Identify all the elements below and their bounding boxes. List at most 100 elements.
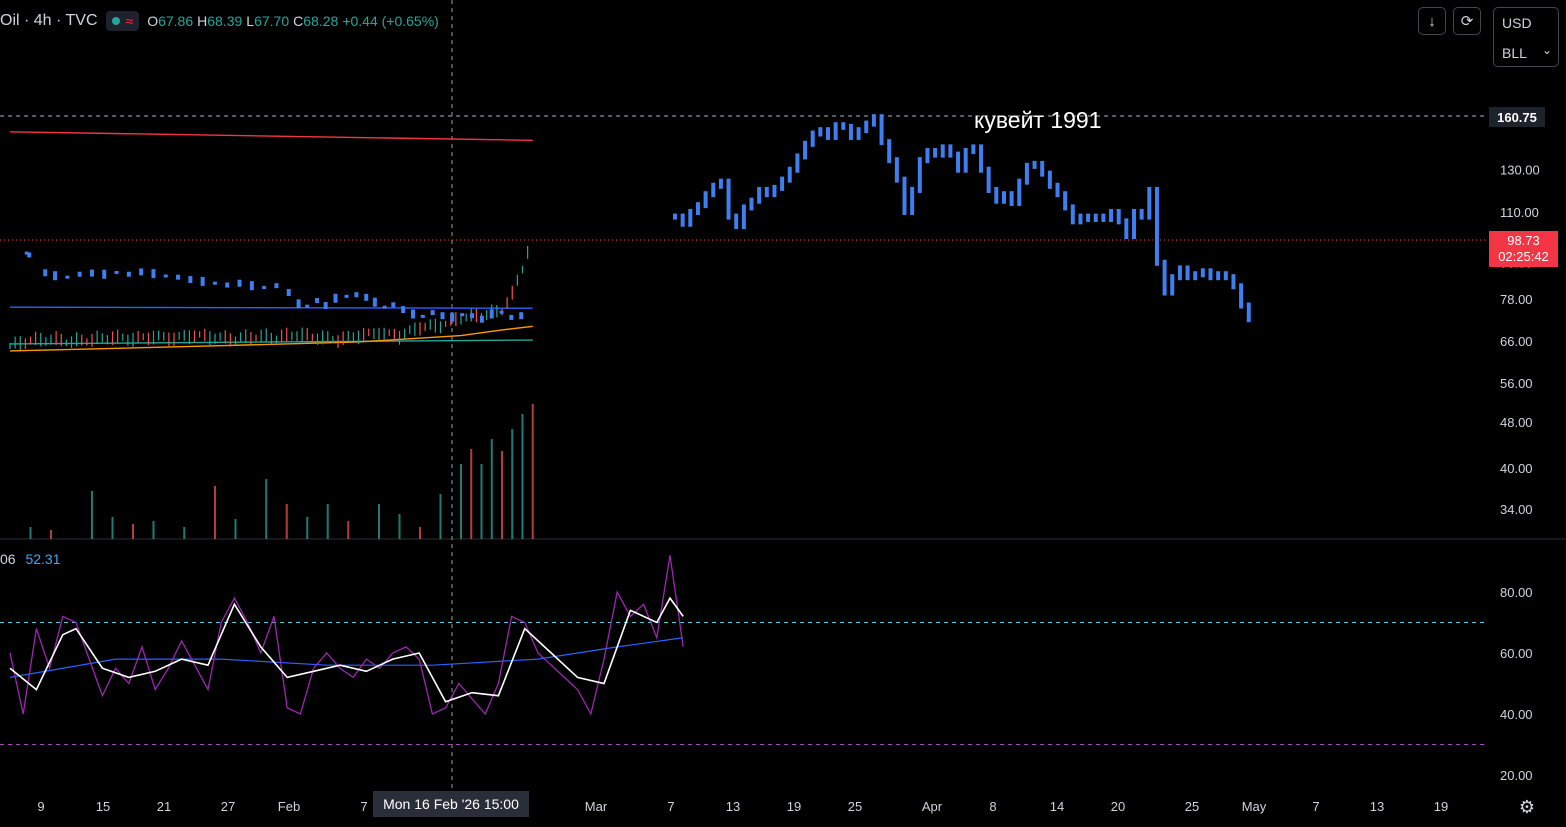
- overlay-bar: [519, 312, 524, 320]
- rsi-tick-label: 20.00: [1500, 768, 1533, 783]
- rsi-tick-label: 40.00: [1500, 707, 1533, 722]
- overlay-bar: [139, 268, 144, 276]
- projection-bars: [673, 114, 1251, 323]
- volume-bar: [347, 521, 350, 539]
- volume-bar: [29, 527, 32, 539]
- change-value: +0.44 (+0.65%): [342, 13, 439, 29]
- overlay-bar: [344, 294, 349, 298]
- projection-bar: [795, 153, 800, 173]
- projection-bar: [1040, 160, 1045, 177]
- projection-bar: [780, 176, 785, 191]
- projection-bar: [1001, 191, 1006, 204]
- time-tick-label: 9: [37, 799, 44, 814]
- rsi-line: [9, 555, 684, 716]
- projection-bar: [994, 186, 999, 204]
- overlay-bar: [354, 292, 359, 298]
- projection-bar: [1239, 283, 1244, 309]
- horizontal-line-price-tag: 160.75: [1489, 107, 1545, 127]
- time-tick-label: 14: [1050, 799, 1064, 814]
- projection-bar: [1093, 213, 1098, 222]
- overlay-bar: [315, 298, 320, 304]
- replay-button[interactable]: ⟳: [1453, 7, 1481, 35]
- high-label: H: [197, 13, 208, 29]
- projection-bar: [818, 127, 823, 137]
- time-tick-label: 19: [787, 799, 801, 814]
- overlay-bar: [126, 271, 131, 277]
- overlay-bars: [24, 251, 524, 323]
- volume-bar: [511, 429, 514, 539]
- open-value: 67.86: [158, 13, 194, 29]
- projection-bar: [1009, 191, 1014, 206]
- time-tick-label: 27: [221, 799, 235, 814]
- market-open-icon: [111, 17, 120, 25]
- time-tick-label: 19: [1434, 799, 1448, 814]
- price-tick-label: 66.00: [1500, 334, 1533, 349]
- volume-bar: [460, 464, 462, 539]
- time-tick-label: 8: [989, 799, 996, 814]
- overlay-bar: [499, 310, 504, 314]
- projection-bar: [726, 178, 731, 220]
- overlay-bar: [470, 313, 475, 319]
- projection-bar: [772, 184, 777, 198]
- currency-label[interactable]: USD: [1502, 15, 1532, 31]
- projection-bar: [871, 114, 876, 127]
- time-tick-label: May: [1242, 799, 1267, 814]
- status-badge[interactable]: ≈: [105, 11, 140, 31]
- time-tick-label: Mar: [585, 799, 608, 814]
- overlay-bar: [188, 276, 193, 284]
- wave-icon: ≈: [125, 13, 134, 29]
- volume-bar: [480, 464, 483, 539]
- projection-bar: [1162, 259, 1167, 296]
- overlay-bar: [430, 310, 435, 316]
- overlay-bar: [102, 269, 107, 279]
- volume-histogram: [29, 404, 534, 539]
- unit-label[interactable]: BLL: [1502, 45, 1527, 61]
- gear-icon[interactable]: ⚙: [1518, 796, 1536, 817]
- overlay-bar: [401, 306, 406, 314]
- projection-bar: [902, 176, 907, 215]
- overlay-bar: [225, 282, 230, 288]
- overlay-bar: [53, 271, 58, 281]
- overlay-bar: [479, 315, 484, 323]
- projection-bar: [986, 166, 991, 193]
- overlay-bar: [262, 286, 267, 290]
- projection-bar: [803, 140, 808, 160]
- currency-unit-selector[interactable]: USD BLL ⌄: [1493, 7, 1559, 67]
- projection-bar: [841, 122, 846, 130]
- projection-bar: [933, 147, 938, 158]
- volume-bar: [91, 491, 93, 539]
- crosshair-time-label: Mon 16 Feb '26 15:00: [373, 791, 529, 817]
- projection-bar: [917, 157, 922, 193]
- volume-bar: [306, 517, 309, 539]
- projection-bar: [1170, 274, 1175, 296]
- projection-bar: [894, 157, 899, 183]
- moving-average-line-3: [9, 325, 533, 352]
- overlay-bar: [420, 314, 425, 318]
- rsi-tick-label: 60.00: [1500, 646, 1533, 661]
- volume-bar: [285, 504, 288, 539]
- overlay-bar: [151, 269, 156, 279]
- overlay-bar: [89, 269, 94, 277]
- projection-bar: [1223, 271, 1228, 281]
- overlay-bar: [249, 281, 254, 291]
- symbol-title[interactable]: Oil · 4h · TVC: [0, 12, 98, 29]
- price-tick-label: 34.00: [1500, 502, 1533, 517]
- projection-bar: [1055, 182, 1060, 198]
- projection-bar: [787, 166, 792, 183]
- projection-bar: [757, 186, 762, 204]
- overlay-bar: [43, 269, 48, 277]
- projection-bar: [1032, 160, 1037, 169]
- projection-bar: [979, 144, 983, 173]
- projection-bar: [1139, 208, 1144, 220]
- close-label: C: [293, 13, 304, 29]
- price-tick-label: 110.00: [1500, 205, 1539, 220]
- overlay-bar: [237, 279, 242, 287]
- projection-bar: [718, 178, 723, 189]
- chart-annotation[interactable]: кувейт 1991: [974, 107, 1102, 133]
- low-value: 67.70: [254, 13, 290, 29]
- projection-bar: [925, 147, 930, 164]
- download-button[interactable]: ↓: [1418, 7, 1446, 35]
- price-axis: 130.00110.0090.0078.0066.0056.0048.0040.…: [1500, 163, 1540, 783]
- volume-bar: [398, 514, 401, 539]
